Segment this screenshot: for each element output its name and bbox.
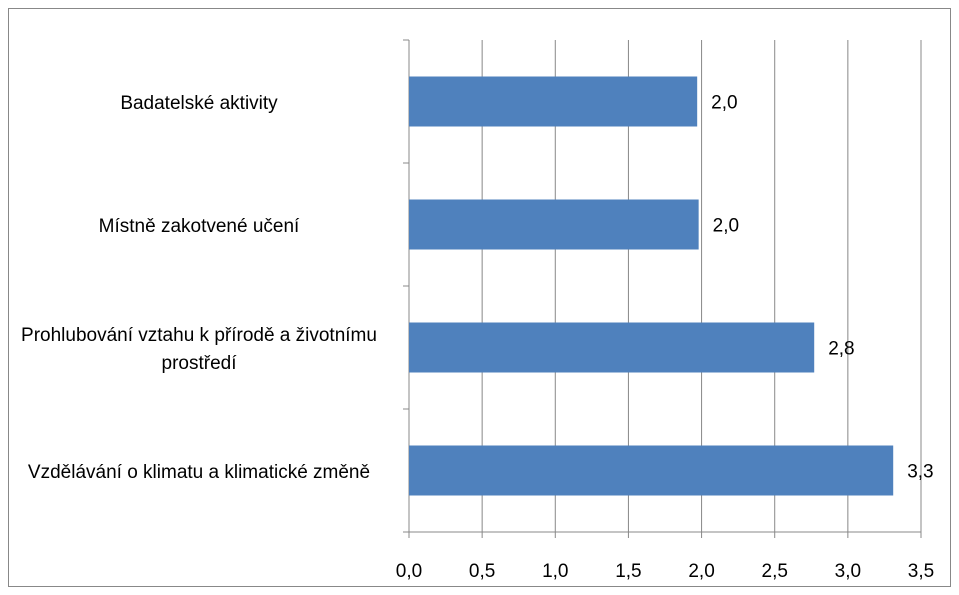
y-tick-label: Místně zakotvené učení	[98, 215, 300, 237]
data-label: 3,3	[907, 462, 933, 483]
x-tick-label: 3,5	[908, 561, 934, 582]
data-label: 2,8	[828, 339, 854, 360]
x-tick-label: 3,0	[835, 561, 861, 582]
y-tick-label: Prohlubování vztahu k přírodě a životním…	[21, 324, 377, 374]
x-tick-label: 0,5	[469, 561, 495, 582]
bar	[409, 445, 894, 496]
bar	[409, 76, 698, 127]
bar	[409, 322, 815, 373]
x-tick-label: 2,5	[762, 561, 788, 582]
x-tick-label: 2,0	[688, 561, 714, 582]
x-tick-label: 1,0	[542, 561, 568, 582]
data-label: 2,0	[711, 93, 737, 114]
y-tick-label: Badatelské aktivity	[120, 92, 278, 114]
data-label: 2,0	[713, 216, 739, 237]
x-tick-label: 1,5	[615, 561, 641, 582]
x-tick-label: 0,0	[396, 561, 422, 582]
bar	[409, 199, 699, 250]
y-tick-label: Vzdělávání o klimatu a klimatické změně	[27, 461, 371, 483]
